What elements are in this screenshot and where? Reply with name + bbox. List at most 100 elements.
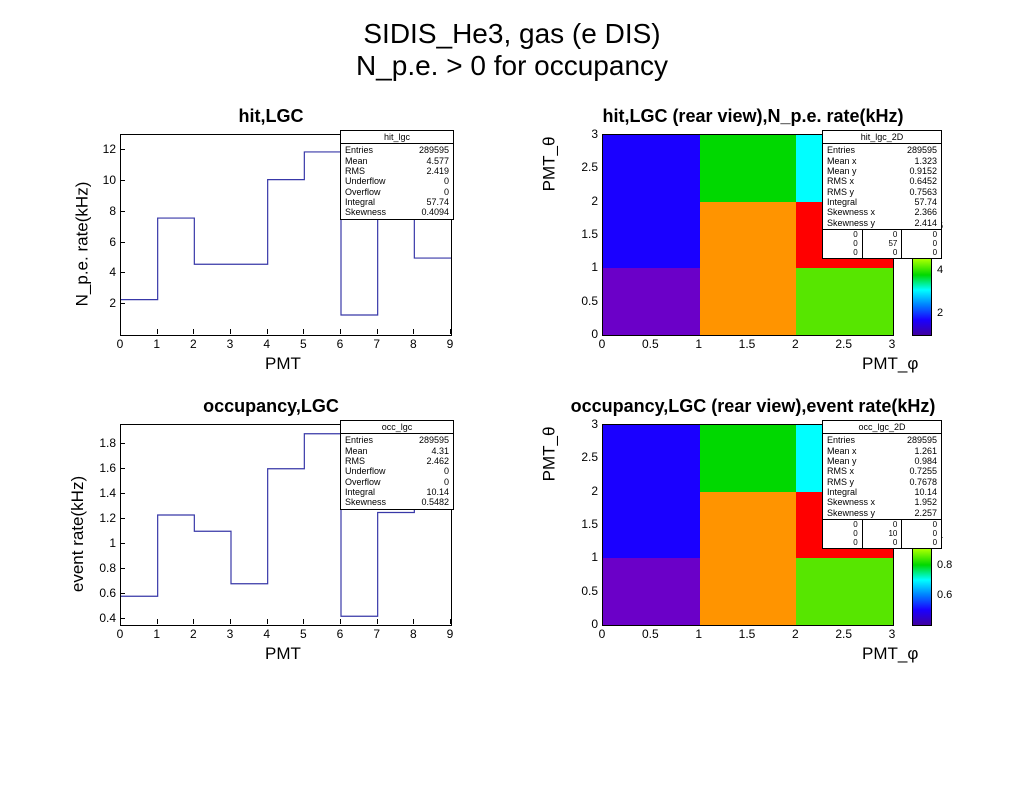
heatmap-cell	[700, 202, 797, 269]
stats-row: Mean4.577	[341, 156, 453, 166]
x-tick: 9	[447, 627, 454, 641]
stats-row: Underflow0	[341, 466, 453, 476]
stats-row: RMS y0.7678	[823, 477, 941, 487]
x-tick: 4	[263, 627, 270, 641]
stats-row: Mean y0.984	[823, 456, 941, 466]
y-tick: 0.5	[574, 584, 598, 598]
y-tick: 3	[574, 127, 598, 141]
x-tick: 1.5	[739, 337, 756, 351]
stats-row: Mean x1.261	[823, 446, 941, 456]
y-axis-label: event rate(kHz)	[68, 476, 88, 592]
y-tick: 1	[574, 260, 598, 274]
y-tick: 4	[92, 265, 116, 279]
stats-row: Mean4.31	[341, 446, 453, 456]
y-tick: 8	[92, 204, 116, 218]
title-line-1: SIDIS_He3, gas (e DIS)	[0, 18, 1024, 50]
y-axis-label: PMT_θ	[539, 137, 559, 192]
x-axis-label: PMT	[265, 354, 301, 374]
page-title: SIDIS_He3, gas (e DIS) N_p.e. > 0 for oc…	[0, 18, 1024, 82]
y-tick: 1.6	[92, 461, 116, 475]
stats-row: Skewness0.4094	[341, 207, 453, 217]
x-tick: 2	[792, 627, 799, 641]
chart-grid: hit,LGC N_p.e. rate(kHz)PMT0123456789246…	[0, 86, 1024, 686]
heatmap-cell	[603, 492, 700, 559]
colorbar-tick: 2	[937, 307, 943, 319]
heatmap-cell	[603, 202, 700, 269]
panel-occ-lgc: occupancy,LGC event rate(kHz)PMT01234567…	[50, 396, 492, 676]
y-tick: 0.6	[92, 586, 116, 600]
x-axis-label: PMT_φ	[862, 644, 918, 664]
panel-hit-lgc: hit,LGC N_p.e. rate(kHz)PMT0123456789246…	[50, 106, 492, 386]
x-tick: 2.5	[835, 627, 852, 641]
heatmap-cell	[700, 492, 797, 559]
stats-row: RMS x0.7255	[823, 466, 941, 476]
x-tick: 3	[227, 627, 234, 641]
stats-row: RMS x0.6452	[823, 176, 941, 186]
chart-title: hit,LGC (rear view),N_p.e. rate(kHz)	[532, 106, 974, 127]
x-tick: 0.5	[642, 337, 659, 351]
y-axis-label: N_p.e. rate(kHz)	[72, 182, 92, 307]
x-tick: 2	[792, 337, 799, 351]
stats-row: Underflow0	[341, 176, 453, 186]
x-tick: 5	[300, 627, 307, 641]
stats-row: Integral10.14	[823, 487, 941, 497]
x-tick: 3	[889, 337, 896, 351]
stats-row: Skewness0.5482	[341, 497, 453, 507]
heatmap-cell	[603, 135, 700, 202]
heatmap-cell	[603, 268, 700, 335]
stats-box: occ_lgcEntries289595Mean4.31RMS2.462Unde…	[340, 420, 454, 510]
panel-occ-2d: occupancy,LGC (rear view),event rate(kHz…	[532, 396, 974, 676]
stats-row: Skewness y2.414	[823, 218, 941, 228]
stats-row: Entries289595	[823, 145, 941, 155]
x-tick: 7	[373, 337, 380, 351]
colorbar-tick: 0.8	[937, 559, 952, 571]
x-tick: 6	[337, 627, 344, 641]
stats-box: occ_lgc_2DEntries289595Mean x1.261Mean y…	[822, 420, 942, 549]
x-tick: 1	[695, 627, 702, 641]
heatmap-cell	[796, 268, 893, 335]
y-tick: 1.8	[92, 436, 116, 450]
y-tick: 2	[574, 484, 598, 498]
x-tick: 4	[263, 337, 270, 351]
x-tick: 7	[373, 627, 380, 641]
y-tick: 10	[92, 173, 116, 187]
stats-row: Skewness y2.257	[823, 508, 941, 518]
x-tick: 1	[153, 337, 160, 351]
y-tick: 1.4	[92, 486, 116, 500]
stats-row: Entries289595	[823, 435, 941, 445]
stats-row: RMS2.462	[341, 456, 453, 466]
heatmap-cell	[700, 425, 797, 492]
y-tick: 0.4	[92, 611, 116, 625]
panel-hit-2d: hit,LGC (rear view),N_p.e. rate(kHz) PMT…	[532, 106, 974, 386]
stats-title: hit_lgc	[341, 131, 453, 144]
x-tick: 2	[190, 627, 197, 641]
y-axis-label: PMT_θ	[539, 427, 559, 482]
x-tick: 0	[117, 337, 124, 351]
x-tick: 2	[190, 337, 197, 351]
stats-title: hit_lgc_2D	[823, 131, 941, 144]
heatmap-cell	[796, 558, 893, 625]
title-line-2: N_p.e. > 0 for occupancy	[0, 50, 1024, 82]
y-tick: 0	[574, 617, 598, 631]
stats-row: Entries289595	[341, 435, 453, 445]
y-tick: 3	[574, 417, 598, 431]
x-axis-label: PMT	[265, 644, 301, 664]
heatmap-cell	[700, 135, 797, 202]
y-tick: 0.5	[574, 294, 598, 308]
stats-row: Mean x1.323	[823, 156, 941, 166]
y-tick: 1	[92, 536, 116, 550]
y-tick: 2	[92, 296, 116, 310]
x-tick: 6	[337, 337, 344, 351]
x-tick: 3	[227, 337, 234, 351]
stats-row: Overflow0	[341, 187, 453, 197]
y-tick: 1	[574, 550, 598, 564]
x-tick: 0.5	[642, 627, 659, 641]
x-tick: 9	[447, 337, 454, 351]
stats-row: Integral10.14	[341, 487, 453, 497]
heatmap-cell	[603, 558, 700, 625]
x-tick: 8	[410, 627, 417, 641]
heatmap-cell	[700, 558, 797, 625]
y-tick: 12	[92, 142, 116, 156]
stats-row: Skewness x1.952	[823, 497, 941, 507]
x-tick: 0	[599, 337, 606, 351]
